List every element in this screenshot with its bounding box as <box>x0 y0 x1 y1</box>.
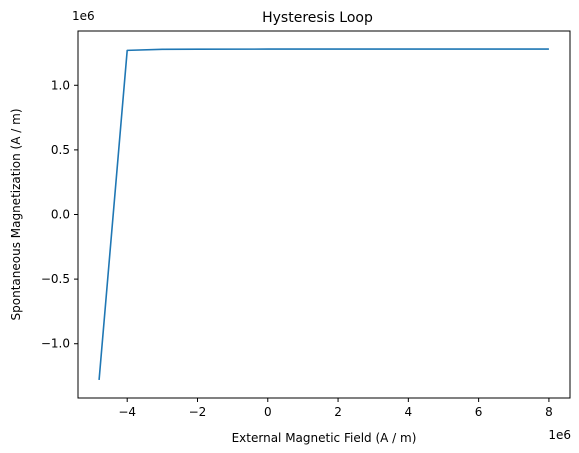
x-tick-label: 2 <box>334 405 342 419</box>
x-offset-text: 1e6 <box>548 428 571 442</box>
y-tick-label: 0.5 <box>51 143 70 157</box>
x-tick-label: −4 <box>118 405 136 419</box>
x-tick-label: 8 <box>545 405 553 419</box>
y-tick-label: −0.5 <box>41 272 70 286</box>
x-tick-label: −2 <box>189 405 207 419</box>
y-tick-label: 0.0 <box>51 208 70 222</box>
x-tick-label: 4 <box>405 405 413 419</box>
y-axis-ticks: −1.0 −0.5 0.0 0.5 1.0 <box>41 78 78 351</box>
series-layer <box>98 48 549 380</box>
series-line <box>98 48 549 380</box>
y-offset-text: 1e6 <box>72 9 95 23</box>
x-axis-ticks: −4 −2 0 2 4 6 8 <box>118 398 553 419</box>
y-tick-label: −1.0 <box>41 337 70 351</box>
chart-title: Hysteresis Loop <box>262 10 373 26</box>
y-axis-label: Spontaneous Magnetization (A / m) <box>9 109 23 321</box>
x-tick-label: 6 <box>475 405 483 419</box>
x-tick-label: 0 <box>264 405 272 419</box>
x-axis-label: External Magnetic Field (A / m) <box>232 431 417 445</box>
y-tick-label: 1.0 <box>51 78 70 92</box>
plot-area-frame <box>77 30 571 399</box>
